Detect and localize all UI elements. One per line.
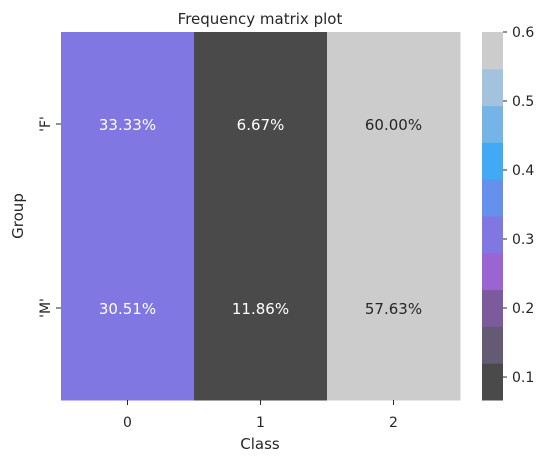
- cell-label: 60.00%: [365, 116, 422, 134]
- colorbar-tick-label: 0.3: [512, 232, 534, 248]
- heatmap-cell: [194, 216, 328, 401]
- colorbar-tick-label: 0.1: [512, 370, 534, 386]
- x-tick-label: 1: [256, 415, 265, 431]
- colorbar-band: [482, 326, 503, 364]
- heatmap-cell: [61, 32, 195, 217]
- colorbar-band: [482, 105, 503, 143]
- heatmap-cell: [327, 216, 461, 401]
- colorbar-tick-label: 0.6: [512, 25, 534, 41]
- x-axis-ticks: 0 1 2: [123, 400, 398, 431]
- x-tick-label: 2: [389, 415, 398, 431]
- cell-label: 57.63%: [365, 300, 422, 318]
- colorbar-band: [482, 32, 503, 70]
- colorbar-band: [482, 142, 503, 180]
- cell-label: 30.51%: [99, 300, 156, 318]
- heatmap-cells: 33.33% 6.67% 60.00% 30.51% 11.86% 57.63%: [61, 32, 461, 401]
- x-tick-label: 0: [123, 415, 132, 431]
- colorbar-tick-label: 0.4: [512, 163, 534, 179]
- chart-title: Frequency matrix plot: [178, 10, 343, 28]
- x-axis-label: Class: [240, 435, 280, 453]
- colorbar-band: [482, 216, 503, 254]
- y-tick-label: 'M': [38, 298, 54, 318]
- heatmap-cell: [61, 216, 195, 401]
- y-axis-label: Group: [9, 193, 27, 239]
- colorbar-tick-label: 0.2: [512, 301, 534, 317]
- cell-label: 33.33%: [99, 116, 156, 134]
- colorbar-band: [482, 363, 503, 401]
- y-tick-label: 'F': [38, 116, 54, 132]
- colorbar-tick-label: 0.5: [512, 94, 534, 110]
- heatmap-cell: [194, 32, 328, 217]
- y-axis-ticks: 'F' 'M': [38, 116, 61, 318]
- colorbar-band: [482, 289, 503, 327]
- cell-label: 6.67%: [237, 116, 285, 134]
- colorbar: 0.1 0.2 0.3 0.4 0.5 0.6: [482, 25, 534, 401]
- colorbar-band: [482, 68, 503, 107]
- colorbar-band: [482, 179, 503, 217]
- heatmap-cell: [327, 32, 461, 217]
- cell-label: 11.86%: [232, 300, 289, 318]
- colorbar-band: [482, 252, 503, 291]
